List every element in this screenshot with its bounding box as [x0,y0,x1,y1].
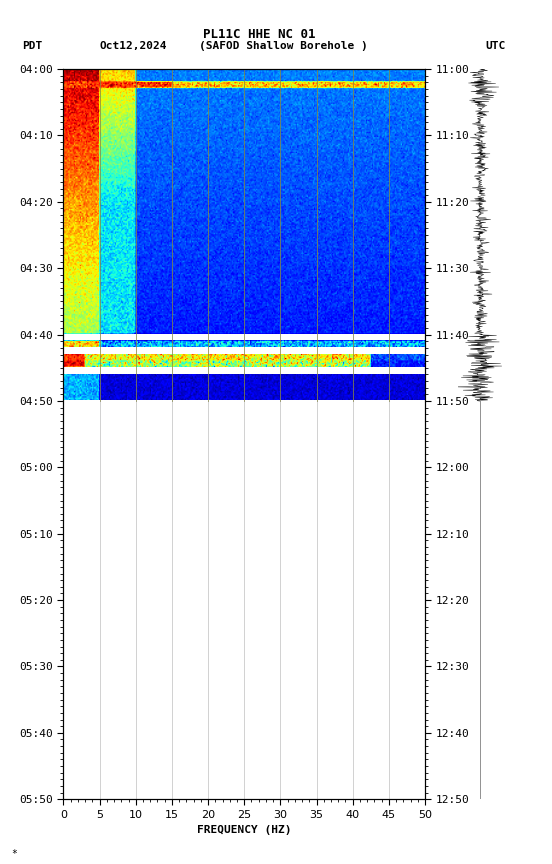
X-axis label: FREQUENCY (HZ): FREQUENCY (HZ) [197,825,291,835]
Text: (SAFOD Shallow Borehole ): (SAFOD Shallow Borehole ) [199,41,368,52]
Text: PL11C HHE NC 01: PL11C HHE NC 01 [203,28,316,41]
Text: PDT: PDT [22,41,43,52]
Text: UTC: UTC [486,41,506,52]
Text: Oct12,2024: Oct12,2024 [99,41,167,52]
Text: *: * [11,849,17,859]
